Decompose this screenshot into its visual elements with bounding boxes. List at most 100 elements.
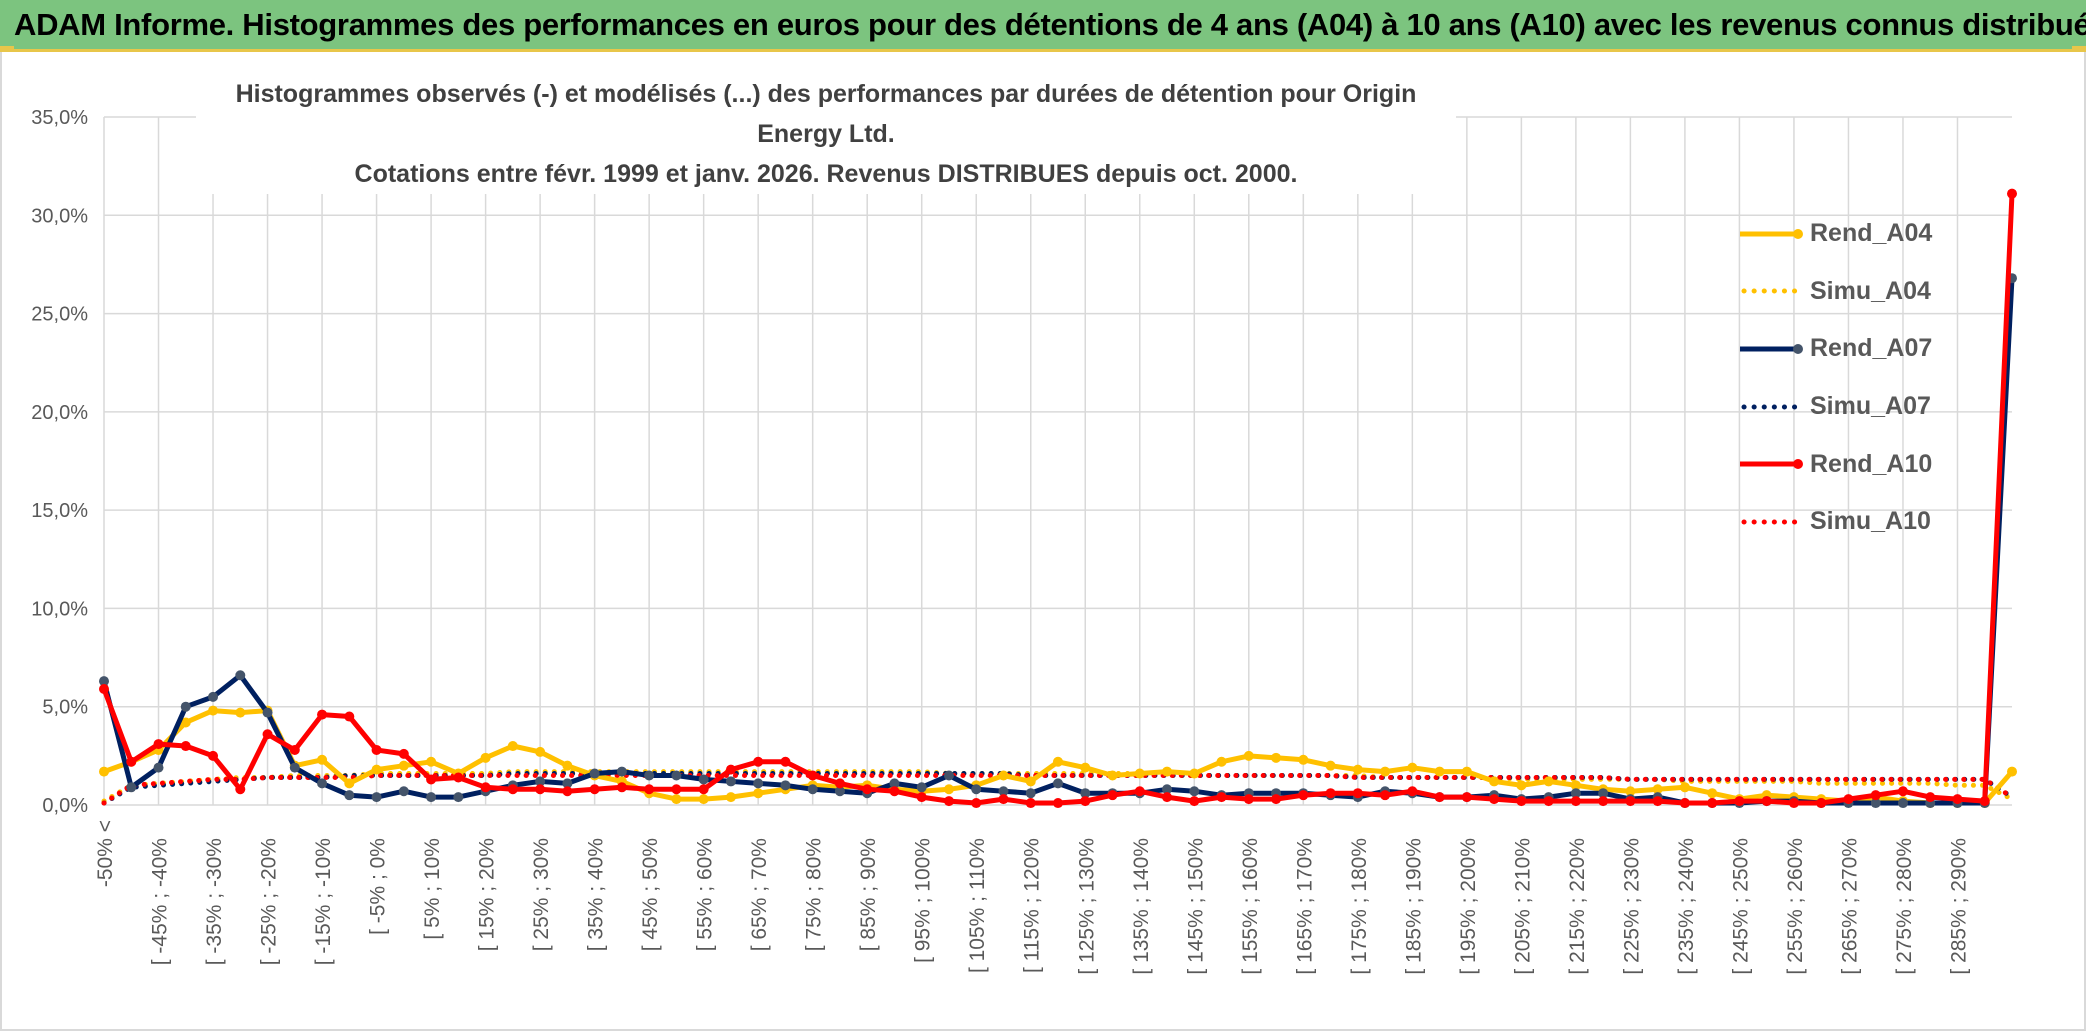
legend-label: Rend_A04 xyxy=(1810,219,1933,248)
data-point xyxy=(644,784,655,795)
data-point xyxy=(1134,768,1145,779)
x-tick-label: [ 275% ; 280% xyxy=(1893,838,1916,975)
data-point xyxy=(371,744,382,755)
data-point xyxy=(589,784,600,795)
data-point xyxy=(1134,786,1145,797)
data-point xyxy=(1816,798,1827,809)
data-point xyxy=(753,788,764,799)
data-point xyxy=(344,711,355,722)
legend-label: Simu_A10 xyxy=(1810,507,1931,536)
data-point xyxy=(916,792,927,803)
data-point xyxy=(1652,784,1663,795)
data-point xyxy=(698,794,709,805)
data-point xyxy=(1162,792,1173,803)
legend-label: Simu_A04 xyxy=(1810,276,1931,305)
data-point xyxy=(671,784,682,795)
y-tick-label: 25,0% xyxy=(31,304,88,326)
legend-item-rend_a10: Rend_A10 xyxy=(1738,435,1938,493)
data-point xyxy=(698,774,709,785)
data-point xyxy=(153,739,164,750)
data-point xyxy=(1679,782,1690,793)
data-point xyxy=(317,709,328,720)
x-tick-label: [ 205% ; 210% xyxy=(1511,838,1534,975)
data-point xyxy=(1162,766,1173,777)
data-point xyxy=(235,707,246,718)
data-point xyxy=(126,756,137,767)
data-point xyxy=(1216,792,1227,803)
data-point xyxy=(180,717,191,728)
series-simu_a04 xyxy=(101,769,2015,804)
data-point xyxy=(998,794,1009,805)
y-tick-label: 10,0% xyxy=(31,598,88,620)
data-point xyxy=(1107,770,1118,781)
x-tick-label: [ 255% ; 260% xyxy=(1784,838,1807,975)
series-simu_a07 xyxy=(101,771,2015,806)
y-tick-label: 20,0% xyxy=(31,402,88,424)
data-point xyxy=(1952,794,1963,805)
data-point xyxy=(943,796,954,807)
data-point xyxy=(453,772,464,783)
data-point xyxy=(289,744,300,755)
data-point xyxy=(535,746,546,757)
data-point xyxy=(943,784,954,795)
y-tick-label: 30,0% xyxy=(31,205,88,227)
legend-item-simu_a04: Simu_A04 xyxy=(1738,263,1938,321)
data-point xyxy=(535,784,546,795)
data-point xyxy=(344,778,355,789)
data-point xyxy=(1489,776,1500,787)
data-point xyxy=(1325,760,1336,771)
y-tick-label: 5,0% xyxy=(42,697,88,719)
data-point xyxy=(1080,796,1091,807)
x-tick-label: [ -25% ; -20% xyxy=(258,838,281,965)
data-point xyxy=(780,756,791,767)
data-point xyxy=(671,794,682,805)
data-point xyxy=(834,786,845,797)
data-point xyxy=(1516,796,1527,807)
data-point xyxy=(180,701,191,712)
chart-title: Histogrammes observés (-) et modélisés (… xyxy=(196,74,1456,194)
x-tick-label: [ 35% ; 40% xyxy=(585,838,608,951)
data-point xyxy=(507,784,518,795)
legend-item-rend_a04: Rend_A04 xyxy=(1738,205,1938,263)
data-point xyxy=(753,756,764,767)
data-point xyxy=(371,792,382,803)
data-point xyxy=(480,782,491,793)
data-point xyxy=(1598,796,1609,807)
data-point xyxy=(1053,778,1063,789)
data-point xyxy=(725,764,736,775)
data-point xyxy=(398,760,409,771)
data-point xyxy=(1979,796,1990,807)
x-tick-label: [ -35% ; -30% xyxy=(203,838,226,965)
x-tick-label: [ 245% ; 250% xyxy=(1729,838,1752,975)
x-tick-label: [ 195% ; 200% xyxy=(1457,838,1480,975)
data-point xyxy=(1543,776,1554,787)
data-point xyxy=(426,756,437,767)
data-point xyxy=(235,784,246,795)
data-point xyxy=(180,741,191,752)
data-point xyxy=(1380,790,1391,801)
data-point xyxy=(998,786,1009,797)
data-point xyxy=(916,782,927,793)
data-point xyxy=(1625,786,1636,797)
series-line xyxy=(101,278,2015,806)
data-point xyxy=(235,670,246,681)
data-point xyxy=(644,770,655,781)
data-point xyxy=(1271,794,1282,805)
data-point xyxy=(1080,762,1091,773)
data-point xyxy=(99,684,109,695)
data-point xyxy=(1407,786,1418,797)
data-point xyxy=(480,752,491,763)
data-point xyxy=(971,784,982,795)
legend-swatch xyxy=(1740,343,1803,354)
data-point xyxy=(1352,764,1363,775)
report-banner: ADAM Informe. Histogrammes des performan… xyxy=(0,0,2086,52)
data-point xyxy=(1298,754,1309,765)
data-point xyxy=(426,774,437,785)
data-point xyxy=(943,770,954,781)
data-point xyxy=(208,750,219,761)
x-tick-label: [ -15% ; -10% xyxy=(312,838,335,965)
data-point xyxy=(99,676,109,687)
grid xyxy=(103,116,2012,806)
corner-accent-left xyxy=(0,46,14,52)
legend-label: Rend_A07 xyxy=(1810,334,1933,363)
